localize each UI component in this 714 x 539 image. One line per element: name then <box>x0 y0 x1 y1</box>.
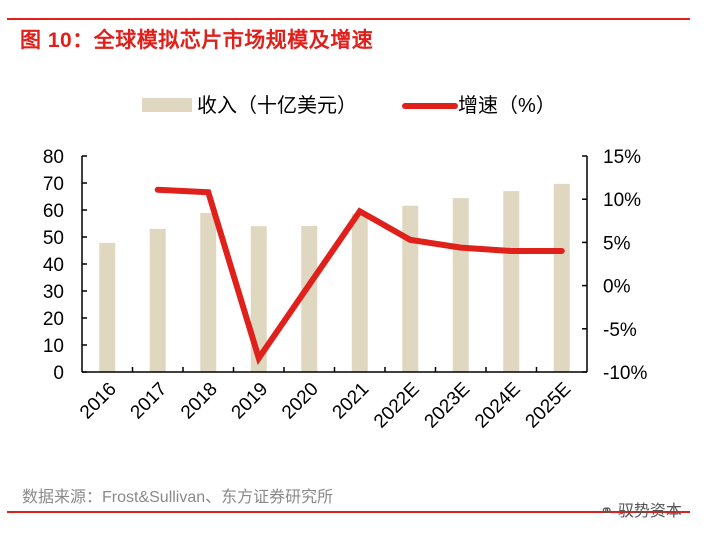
left-tick-label: 50 <box>43 228 64 249</box>
bar-2018 <box>200 212 217 372</box>
x-tick-label: 2025E <box>522 379 576 433</box>
right-tick-label: 0% <box>603 277 631 298</box>
bar-2021 <box>351 213 368 372</box>
x-tick-label: 2022E <box>370 379 424 433</box>
bar-2020 <box>301 225 318 372</box>
figure-title: 图 10：全球模拟芯片市场规模及增速 <box>20 29 374 52</box>
x-tick-label: 2018 <box>177 379 222 424</box>
bar-2022E <box>402 205 419 372</box>
x-tick-label: 2023E <box>421 379 475 433</box>
bar-2025E <box>553 183 570 372</box>
left-tick-label: 80 <box>43 147 64 168</box>
left-tick-label: 30 <box>43 282 64 303</box>
left-tick-label: 70 <box>43 174 64 195</box>
x-tick-label: 2017 <box>127 379 172 424</box>
growth-line <box>154 186 565 366</box>
bar-2016 <box>99 242 116 372</box>
legend-label-growth: 增速（%） <box>458 94 556 117</box>
right-tick-label: -10% <box>603 363 647 384</box>
watermark: ⚭ 驭势资本 <box>600 503 682 520</box>
right-tick-label: -5% <box>603 320 637 341</box>
right-tick-label: 15% <box>603 147 641 168</box>
bottom-rule <box>7 511 690 513</box>
left-tick-label: 40 <box>43 255 64 276</box>
left-tick-label: 10 <box>43 336 64 357</box>
bar-2017 <box>149 228 166 372</box>
x-tick-label: 2021 <box>329 379 374 424</box>
legend-swatch-revenue <box>142 98 192 112</box>
left-tick-label: 60 <box>43 201 64 222</box>
x-tick-label: 2024E <box>471 379 525 433</box>
bar-2024E <box>503 191 520 372</box>
legend-label-revenue: 收入（十亿美元） <box>197 94 357 117</box>
right-tick-label: 5% <box>603 233 631 254</box>
left-tick-label: 20 <box>43 309 64 330</box>
left-tick-label: 0 <box>53 363 64 384</box>
watermark-text: 驭势资本 <box>617 503 682 520</box>
x-tick-label: 2016 <box>76 379 121 424</box>
x-tick-label: 2020 <box>278 379 323 424</box>
bar-2023E <box>452 198 469 372</box>
right-tick-label: 10% <box>603 190 641 211</box>
source-note: 数据来源：Frost&Sullivan、东方证券研究所 <box>22 489 334 506</box>
x-tick-label: 2019 <box>228 379 273 424</box>
top-rule <box>7 18 690 20</box>
